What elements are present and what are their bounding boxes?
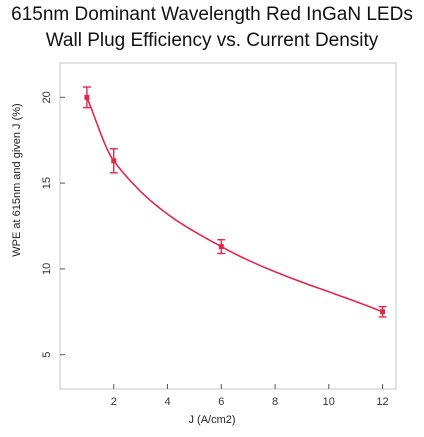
series-line-0 xyxy=(86,96,383,313)
y-tick-label-2: 15 xyxy=(41,177,53,189)
x-tick-label-3: 8 xyxy=(272,396,278,408)
x-tick-label-2: 6 xyxy=(218,396,224,408)
x-tick-label-0: 2 xyxy=(111,396,117,408)
y-tick-label-0: 5 xyxy=(41,352,53,358)
chart-subtitle: Wall Plug Efficiency vs. Current Density xyxy=(45,30,379,51)
axes: 2 4 6 8 10 12 5 10 15 20 xyxy=(41,91,389,408)
data-point-2 xyxy=(218,244,224,250)
plot-frame xyxy=(59,62,397,390)
x-tick-label-4: 10 xyxy=(323,396,335,408)
x-axis-title: J (A/cm2) xyxy=(188,414,236,426)
data-point-3 xyxy=(380,309,386,315)
x-tick-label-1: 4 xyxy=(164,396,170,408)
y-tick-label-3: 20 xyxy=(41,91,53,103)
x-tick-label-5: 12 xyxy=(376,396,388,408)
data-point-0 xyxy=(84,94,90,100)
series-layer xyxy=(82,86,387,318)
y-axis-title: WPE at 615nm and given J (%) xyxy=(11,103,23,257)
data-point-1 xyxy=(111,158,117,164)
y-tick-label-1: 10 xyxy=(41,263,53,275)
chart-title: 615nm Dominant Wavelength Red InGaN LEDs xyxy=(11,4,413,25)
